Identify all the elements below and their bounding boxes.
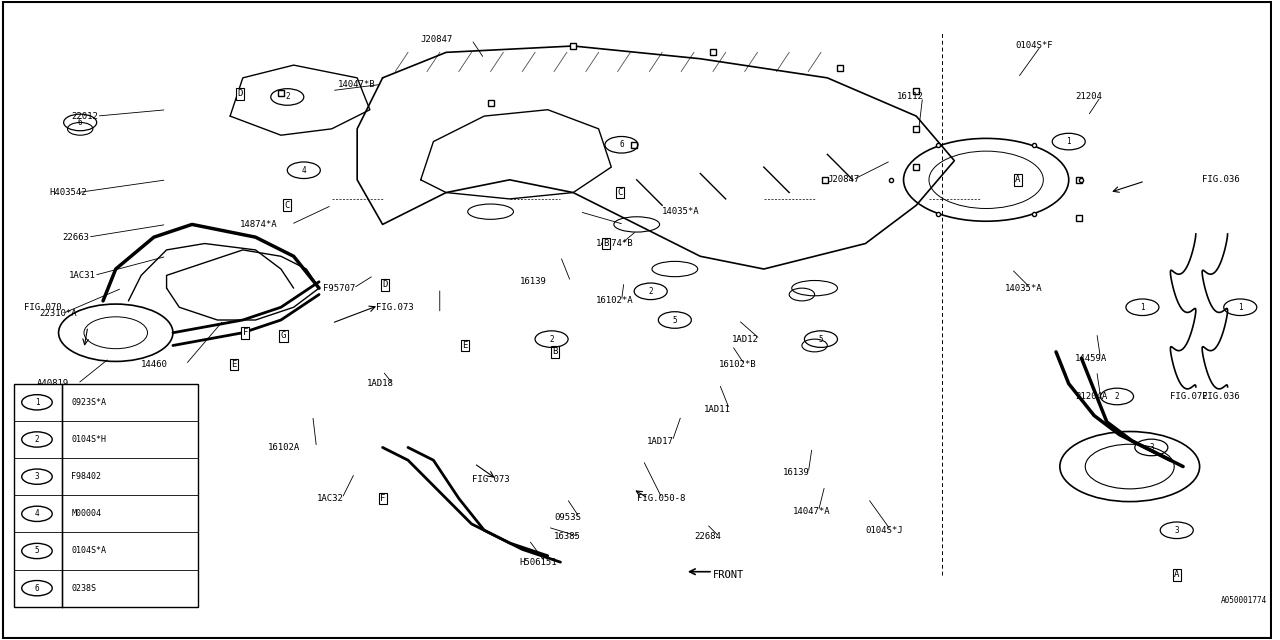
Text: 16102*B: 16102*B [719,360,756,369]
Text: 1AC31: 1AC31 [69,271,96,280]
Text: 1: 1 [1140,303,1144,312]
Text: 22663: 22663 [63,233,90,242]
Text: FIG.050-8: FIG.050-8 [636,494,685,503]
Text: J20847: J20847 [827,175,860,184]
Text: 22310*A: 22310*A [40,309,77,318]
Text: A: A [1015,175,1020,184]
Text: 0104S*J: 0104S*J [865,526,904,535]
Text: 1: 1 [1238,303,1243,312]
Text: FIG.073: FIG.073 [471,475,509,484]
Text: H403542: H403542 [50,188,87,197]
Text: 2: 2 [35,435,40,444]
Text: 4: 4 [302,166,306,175]
Text: 1: 1 [35,398,40,407]
Text: 0104S*F: 0104S*F [1015,42,1053,51]
Text: 6: 6 [35,584,40,593]
Text: C: C [617,188,623,197]
Text: M00004: M00004 [72,509,101,518]
Text: 5: 5 [35,547,40,556]
Text: 14874*B: 14874*B [596,239,634,248]
Text: A050001774: A050001774 [1221,596,1267,605]
Text: 0104S*H: 0104S*H [72,435,106,444]
Text: 16385: 16385 [554,532,581,541]
Text: 2: 2 [549,335,554,344]
Text: F95707: F95707 [323,284,355,292]
Text: 6: 6 [78,118,82,127]
Text: 0923S*A: 0923S*A [72,398,106,407]
Text: 21204: 21204 [1075,92,1102,102]
Text: 0238S: 0238S [72,584,96,593]
Text: A40819: A40819 [37,380,69,388]
Text: E: E [462,341,468,350]
Text: 16139: 16139 [783,468,810,477]
Text: 1AD18: 1AD18 [367,380,394,388]
Text: 3: 3 [1175,526,1179,535]
Text: 14459A: 14459A [1075,354,1107,363]
Text: 1: 1 [1066,137,1071,146]
FancyBboxPatch shape [14,384,198,607]
Text: C: C [284,201,291,210]
Text: B: B [553,348,558,356]
Text: 3: 3 [35,472,40,481]
Text: 22012: 22012 [72,111,99,120]
Text: 1AD11: 1AD11 [704,404,731,413]
Text: A: A [1174,570,1179,579]
Text: FIG.072: FIG.072 [1170,392,1208,401]
Text: 6: 6 [620,140,623,149]
Text: J20847: J20847 [421,35,453,44]
Text: 14047*A: 14047*A [794,507,831,516]
Text: FIG.036: FIG.036 [1202,392,1240,401]
Text: F: F [243,328,248,337]
Text: E: E [232,360,237,369]
Text: F: F [380,494,385,503]
Text: 4: 4 [35,509,40,518]
Text: 22684: 22684 [694,532,721,541]
Text: 16102A: 16102A [269,443,301,452]
Text: FIG.070: FIG.070 [24,303,61,312]
Text: FRONT: FRONT [713,570,744,580]
Text: 2: 2 [1115,392,1119,401]
Text: 2: 2 [285,92,289,102]
Text: 1AD17: 1AD17 [646,436,673,445]
Text: 1AC32: 1AC32 [316,494,343,503]
Text: 14874*A: 14874*A [241,220,278,229]
Text: 16139: 16139 [520,277,547,286]
Text: 16102*A: 16102*A [596,296,634,305]
Text: FIG.073: FIG.073 [376,303,413,312]
Text: H506151: H506151 [520,557,557,566]
Text: F98402: F98402 [72,472,101,481]
Text: 0104S*A: 0104S*A [72,547,106,556]
Text: 21204A: 21204A [1075,392,1107,401]
Text: 14035*A: 14035*A [662,207,700,216]
Text: 14035*A: 14035*A [1005,284,1043,292]
Text: B: B [604,239,609,248]
Text: 1AD12: 1AD12 [732,335,759,344]
Text: G: G [280,332,287,340]
Text: 5: 5 [819,335,823,344]
Text: 0953S: 0953S [554,513,581,522]
Text: FIG.036: FIG.036 [1202,175,1240,184]
Text: D: D [238,90,243,99]
Text: 14460: 14460 [141,360,168,369]
Text: 5: 5 [672,316,677,324]
Text: 2: 2 [649,287,653,296]
Text: 16112: 16112 [897,92,924,102]
Text: D: D [383,280,388,289]
Text: 14047*B: 14047*B [338,80,376,89]
Text: 3: 3 [1149,443,1153,452]
